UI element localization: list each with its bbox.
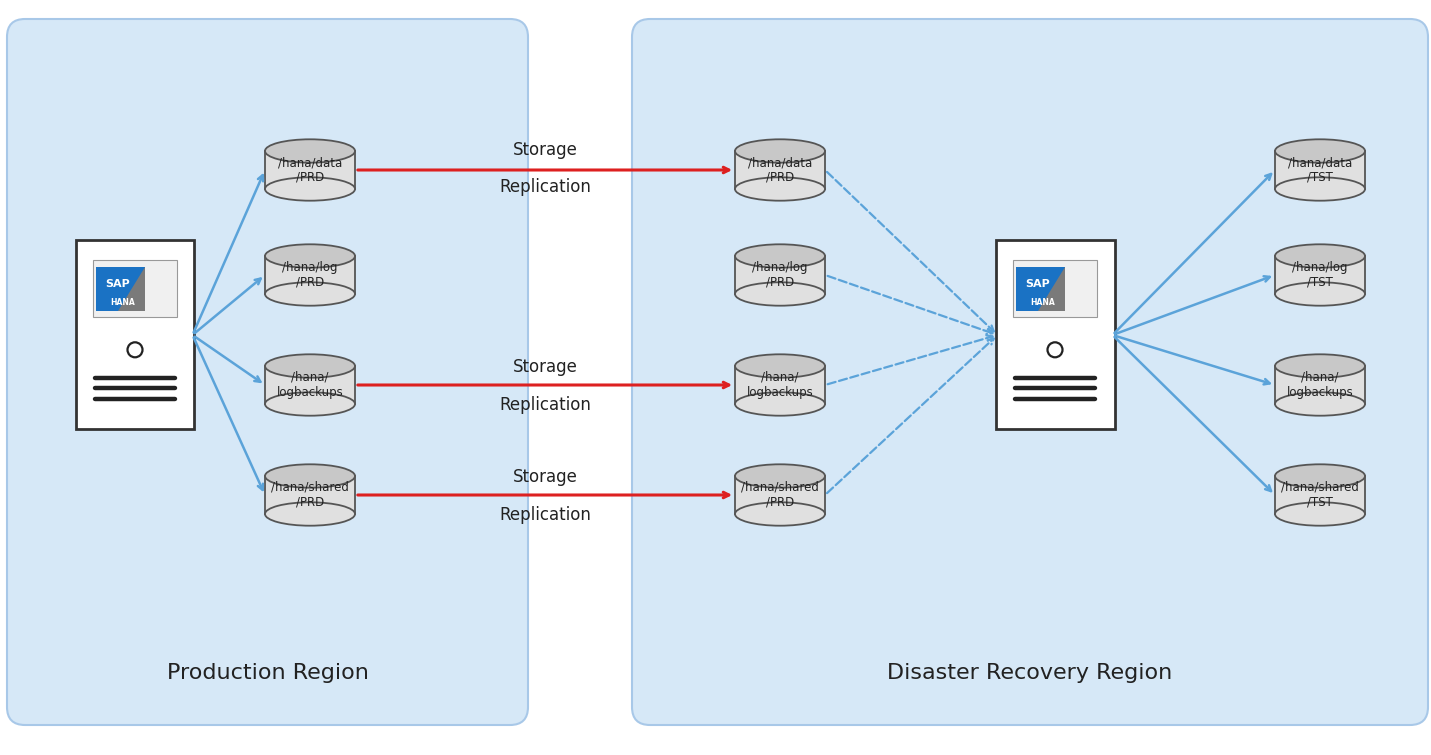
Ellipse shape: [736, 282, 826, 306]
Text: Storage: Storage: [512, 468, 578, 486]
Ellipse shape: [265, 245, 355, 268]
Ellipse shape: [736, 245, 826, 268]
Ellipse shape: [1275, 245, 1365, 268]
FancyBboxPatch shape: [1275, 476, 1365, 514]
Ellipse shape: [265, 393, 355, 416]
Text: /hana/log
/PRD: /hana/log /PRD: [753, 261, 807, 289]
FancyBboxPatch shape: [265, 366, 355, 404]
FancyBboxPatch shape: [76, 241, 195, 430]
Text: /hana/
logbackups: /hana/ logbackups: [1286, 371, 1354, 399]
Text: Replication: Replication: [499, 396, 591, 414]
Circle shape: [127, 342, 143, 357]
Ellipse shape: [265, 464, 355, 488]
Ellipse shape: [736, 177, 826, 201]
Ellipse shape: [736, 140, 826, 162]
FancyBboxPatch shape: [736, 256, 826, 294]
Text: /hana/data
/PRD: /hana/data /PRD: [748, 156, 813, 184]
Text: Replication: Replication: [499, 178, 591, 196]
FancyBboxPatch shape: [265, 256, 355, 294]
FancyBboxPatch shape: [93, 260, 177, 318]
FancyBboxPatch shape: [1013, 260, 1098, 318]
FancyBboxPatch shape: [736, 366, 826, 404]
Ellipse shape: [1275, 177, 1365, 201]
FancyBboxPatch shape: [265, 151, 355, 189]
Text: /hana/
logbackups: /hana/ logbackups: [747, 371, 813, 399]
Text: Disaster Recovery Region: Disaster Recovery Region: [887, 663, 1172, 683]
Polygon shape: [1037, 267, 1065, 311]
Text: SAP: SAP: [106, 279, 130, 289]
Text: /hana/log
/TST: /hana/log /TST: [1292, 261, 1348, 289]
FancyBboxPatch shape: [736, 476, 826, 514]
FancyBboxPatch shape: [1275, 256, 1365, 294]
Text: Production Region: Production Region: [167, 663, 369, 683]
Ellipse shape: [736, 464, 826, 488]
FancyBboxPatch shape: [1275, 366, 1365, 404]
FancyBboxPatch shape: [633, 19, 1428, 725]
Text: Storage: Storage: [512, 141, 578, 159]
Text: Storage: Storage: [512, 358, 578, 376]
FancyBboxPatch shape: [736, 151, 826, 189]
Text: HANA: HANA: [110, 297, 136, 307]
Text: /hana/log
/PRD: /hana/log /PRD: [282, 261, 338, 289]
Ellipse shape: [736, 393, 826, 416]
FancyBboxPatch shape: [996, 241, 1115, 430]
Ellipse shape: [1275, 282, 1365, 306]
FancyBboxPatch shape: [265, 476, 355, 514]
FancyBboxPatch shape: [1016, 267, 1065, 311]
Text: /hana/data
/TST: /hana/data /TST: [1288, 156, 1352, 184]
Text: /hana/shared
/TST: /hana/shared /TST: [1281, 481, 1359, 509]
Text: /hana/shared
/PRD: /hana/shared /PRD: [741, 481, 819, 509]
FancyBboxPatch shape: [7, 19, 528, 725]
FancyBboxPatch shape: [1275, 151, 1365, 189]
Ellipse shape: [1275, 502, 1365, 525]
Text: SAP: SAP: [1026, 279, 1050, 289]
Ellipse shape: [1275, 464, 1365, 488]
FancyBboxPatch shape: [96, 267, 146, 311]
Ellipse shape: [1275, 393, 1365, 416]
Ellipse shape: [265, 502, 355, 525]
Circle shape: [1047, 342, 1062, 357]
Ellipse shape: [736, 354, 826, 378]
Text: /hana/data
/PRD: /hana/data /PRD: [278, 156, 342, 184]
Ellipse shape: [1275, 140, 1365, 162]
Ellipse shape: [736, 502, 826, 525]
Text: /hana/shared
/PRD: /hana/shared /PRD: [270, 481, 349, 509]
Polygon shape: [117, 267, 146, 311]
Ellipse shape: [265, 177, 355, 201]
Text: Replication: Replication: [499, 506, 591, 524]
Ellipse shape: [265, 140, 355, 162]
Text: HANA: HANA: [1030, 297, 1055, 307]
Ellipse shape: [1275, 354, 1365, 378]
Ellipse shape: [265, 282, 355, 306]
Text: /hana/
logbackups: /hana/ logbackups: [276, 371, 343, 399]
Ellipse shape: [265, 354, 355, 378]
